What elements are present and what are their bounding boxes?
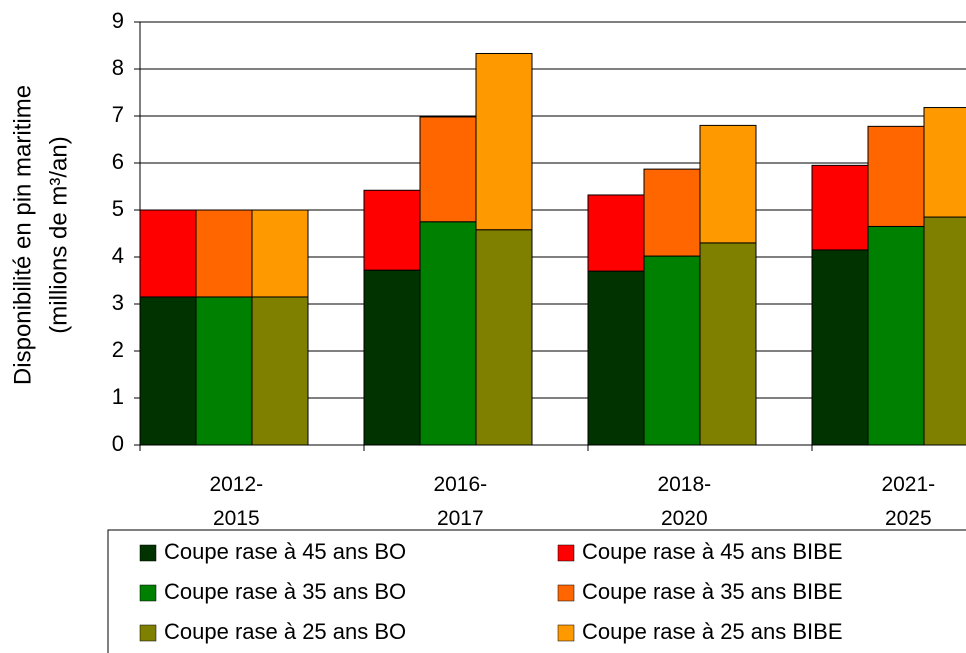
bar-segment <box>699 242 757 446</box>
y-tick-label: 6 <box>112 149 124 174</box>
x-tick-label-line: 2018- <box>657 473 711 496</box>
bar-segment <box>699 124 757 244</box>
legend-label: Coupe rase à 35 ans BIBE <box>582 579 843 604</box>
bar-segment <box>419 221 477 446</box>
legend-label: Coupe rase à 25 ans BO <box>164 619 406 644</box>
x-tick-label: 2012- 2015 <box>209 473 263 530</box>
bar-segment <box>923 216 966 446</box>
bar-segment <box>475 52 533 231</box>
x-tick-label: 2018- 2020 <box>657 473 711 530</box>
bar-segment <box>363 269 421 446</box>
x-tick-label-line: 2020 <box>661 507 708 530</box>
bar-segment <box>867 225 925 446</box>
legend-label: Coupe rase à 35 ans BO <box>164 579 406 604</box>
bar-segment <box>251 296 309 446</box>
x-tick-label: 2021- 2025 <box>881 473 935 530</box>
bar-segment <box>811 249 869 446</box>
y-tick-label: 7 <box>112 102 124 127</box>
y-axis-title: Disponibilité en pin maritime (millions … <box>9 85 72 385</box>
x-tick-label-line: 2016- <box>433 473 487 496</box>
bar-segment <box>587 194 645 272</box>
bar-segment <box>923 107 966 218</box>
bar-segment <box>139 209 197 298</box>
legend-swatch <box>139 624 157 642</box>
y-axis-title-line: Disponibilité en pin maritime <box>9 85 36 385</box>
bar-segment <box>195 209 253 298</box>
bar-segment <box>475 229 533 446</box>
y-tick-label: 8 <box>112 55 124 80</box>
legend-swatch <box>139 584 157 602</box>
y-tick-label: 0 <box>112 431 124 456</box>
x-tick-label-line: 2017 <box>437 507 484 530</box>
legend-swatch <box>557 584 575 602</box>
legend-swatch <box>557 624 575 642</box>
bar-segment <box>811 164 869 251</box>
legend-label: Coupe rase à 45 ans BIBE <box>582 539 843 564</box>
y-tick-label: 2 <box>112 337 124 362</box>
bar-segment <box>139 296 197 446</box>
bar-segment <box>195 296 253 446</box>
bar-segment <box>419 116 477 223</box>
y-tick-label: 4 <box>112 243 124 268</box>
y-tick-label: 9 <box>112 8 124 33</box>
legend-box <box>107 529 966 653</box>
bar-segment <box>643 168 701 257</box>
bar-segment <box>867 125 925 227</box>
y-tick-label: 3 <box>112 290 124 315</box>
legend-swatch <box>557 544 575 562</box>
x-tick-label-line: 2015 <box>213 507 260 530</box>
legend-label: Coupe rase à 25 ans BIBE <box>582 619 843 644</box>
x-tick-label-line: 2025 <box>885 507 932 530</box>
y-tick-label: 1 <box>112 384 124 409</box>
y-axis-title-line: (millions de m³/an) <box>45 136 72 333</box>
bar-segment <box>643 255 701 446</box>
legend-swatch <box>139 544 157 562</box>
x-tick-label-line: 2012- <box>209 473 263 496</box>
bar-segment <box>363 189 421 271</box>
legend-label: Coupe rase à 45 ans BO <box>164 539 406 564</box>
y-tick-label: 5 <box>112 196 124 221</box>
x-tick-label-line: 2021- <box>881 473 935 496</box>
bar-segment <box>587 270 645 446</box>
bar-segment <box>251 209 309 298</box>
x-tick-label: 2016- 2017 <box>433 473 487 530</box>
